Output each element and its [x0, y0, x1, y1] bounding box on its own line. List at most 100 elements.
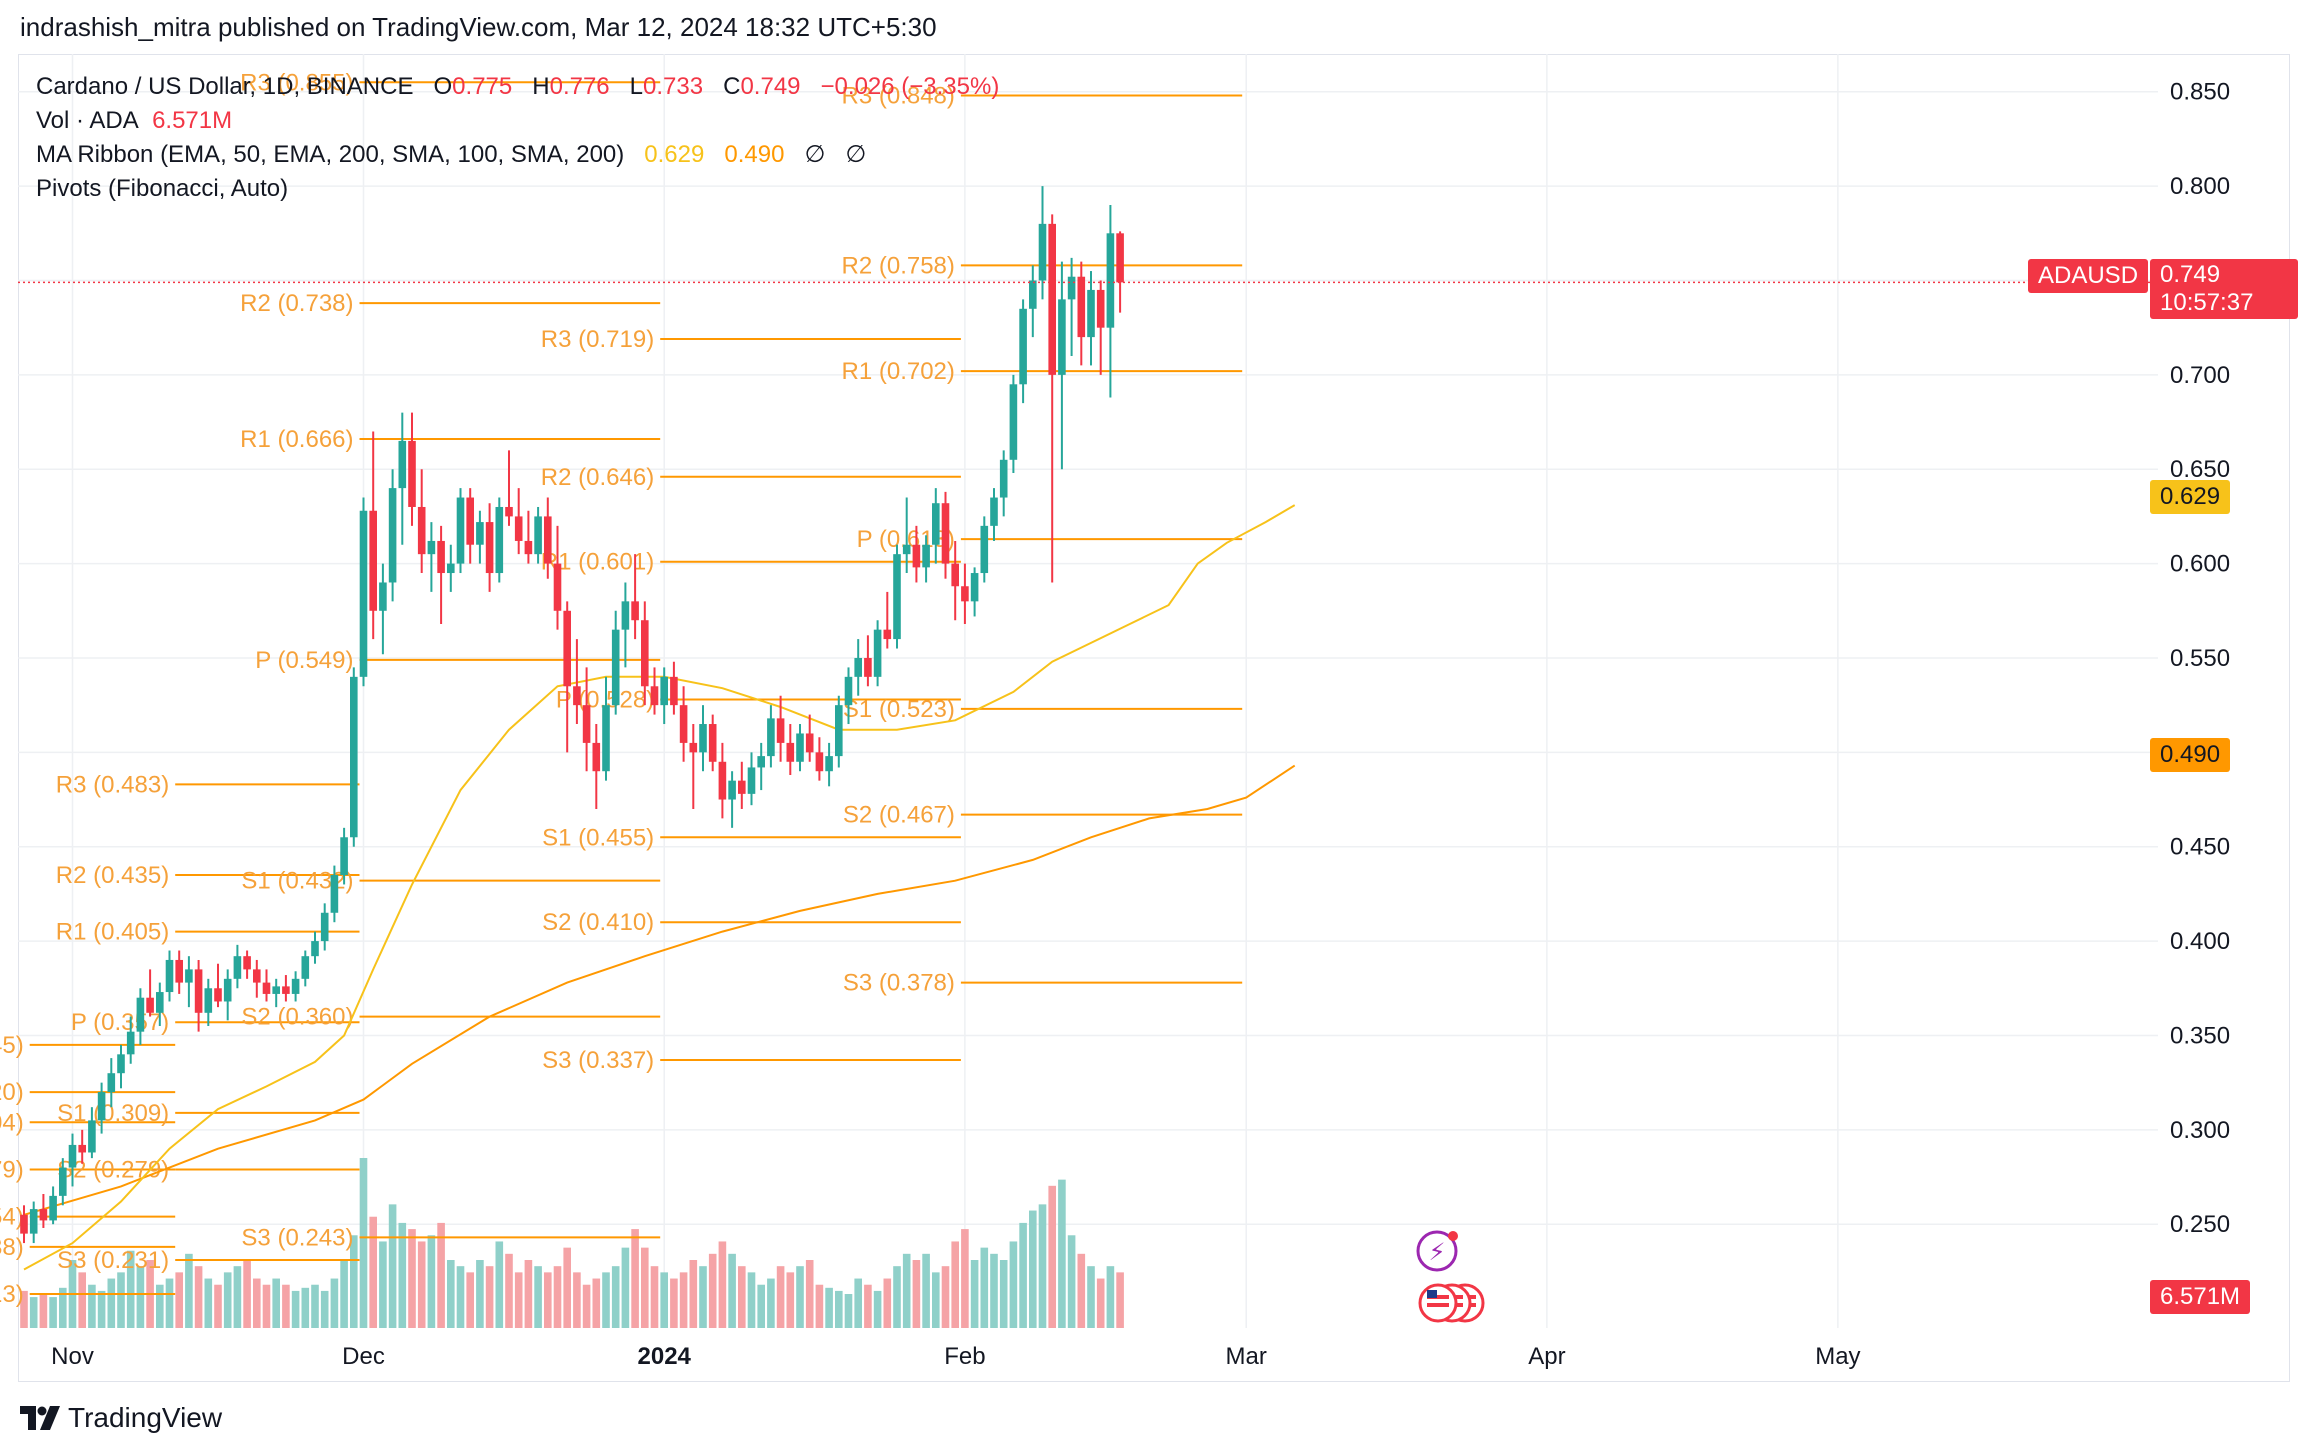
- volume-bar: [204, 1278, 213, 1328]
- candle-body: [165, 959, 174, 993]
- legend-ma-na1: ∅: [804, 141, 826, 168]
- volume-bar: [990, 1253, 998, 1328]
- publish-header: indrashish_mitra published on TradingVie…: [20, 12, 937, 42]
- volume-bar: [456, 1266, 465, 1328]
- candle-body: [456, 497, 465, 564]
- volume-bar: [369, 1216, 377, 1328]
- candle-body: [689, 742, 698, 753]
- volume-bar: [301, 1287, 310, 1328]
- legend-pivots-row: Pivots (Fibonacci, Auto): [36, 172, 999, 206]
- volume-bar: [476, 1260, 484, 1328]
- volume-bar: [379, 1241, 387, 1328]
- volume-bar: [864, 1284, 872, 1328]
- volume-bar: [641, 1247, 649, 1328]
- candle-body: [194, 969, 203, 1013]
- candle-body: [582, 705, 591, 743]
- volume-bar: [1058, 1179, 1066, 1328]
- tradingview-logo[interactable]: TradingView: [20, 1402, 222, 1434]
- volume-bar: [107, 1278, 116, 1328]
- candle-body: [369, 510, 377, 611]
- x-tick-label: Feb: [944, 1343, 985, 1370]
- legend-o-label: O: [433, 73, 453, 100]
- candle-body: [544, 516, 552, 564]
- pivot-label: R2 (0.435): [56, 862, 169, 889]
- candle-body: [631, 601, 639, 621]
- lightning-icon: [1416, 1230, 1458, 1272]
- lightning-glyph: ⚡: [1429, 1238, 1446, 1266]
- pivot-label: S1 (0.254): [0, 1204, 24, 1231]
- candle-body: [39, 1209, 48, 1221]
- candle-body: [233, 956, 242, 979]
- candle-body: [670, 676, 678, 706]
- volume-bar: [922, 1253, 930, 1328]
- pivot-label: R3 (0.848): [842, 83, 955, 110]
- candle-body: [243, 956, 251, 970]
- candle-body: [388, 488, 397, 583]
- volume-bar: [524, 1260, 533, 1328]
- tradingview-brand: TradingView: [68, 1402, 223, 1433]
- candle-body: [117, 1054, 125, 1074]
- candle-body: [107, 1073, 116, 1093]
- volume-bar: [621, 1247, 630, 1328]
- legend-ma-row: MA Ribbon (EMA, 50, EMA, 200, SMA, 100, …: [36, 138, 999, 172]
- candle-body: [815, 752, 824, 772]
- candle-body: [961, 586, 969, 602]
- candle-body: [311, 941, 319, 957]
- candle-body: [747, 767, 756, 794]
- ema200-tag: 0.490: [2150, 738, 2231, 772]
- volume-bar: [1096, 1278, 1105, 1328]
- volume-bar: [1116, 1272, 1124, 1328]
- notification-dot: [1448, 1231, 1458, 1241]
- legend-symbol: Cardano / US Dollar, 1D, BINANCE: [36, 73, 414, 100]
- y-tick-label: 0.700: [2170, 362, 2230, 389]
- volume-bar: [156, 1284, 164, 1328]
- volume-bar: [39, 1294, 48, 1328]
- volume-bar: [708, 1253, 717, 1328]
- volume-bars: [20, 1158, 1124, 1328]
- candle-body: [776, 718, 785, 743]
- pivot-label: S2 (0.360): [241, 1004, 353, 1031]
- y-tick-label: 0.400: [2170, 928, 2230, 955]
- legend-high: 0.776: [549, 73, 610, 100]
- candle-body: [1029, 280, 1037, 309]
- candle-body: [728, 780, 736, 800]
- volume-bar: [544, 1272, 552, 1328]
- volume-bar: [330, 1278, 339, 1328]
- us-flag-stripe: [1427, 1295, 1449, 1299]
- pivot-label: S1 (0.309): [57, 1100, 169, 1127]
- candle-body: [408, 440, 416, 507]
- last-price-value: 0.749: [2160, 261, 2221, 288]
- volume-bar: [214, 1284, 222, 1328]
- chart-legend[interactable]: Cardano / US Dollar, 1D, BINANCE O0.775 …: [36, 70, 999, 206]
- legend-volume-row: Vol · ADA 6.571M: [36, 104, 999, 138]
- legend-low: 0.733: [643, 73, 704, 100]
- candle-body: [427, 540, 436, 555]
- volume-bar: [893, 1266, 901, 1328]
- volume-bar: [582, 1284, 591, 1328]
- volume-bar: [262, 1284, 271, 1328]
- legend-open: 0.775: [452, 73, 513, 100]
- pivot-label: R1 (0.304): [0, 1109, 24, 1136]
- candle-body: [621, 601, 630, 630]
- candle-body: [1019, 308, 1027, 385]
- volume-bar: [495, 1241, 504, 1328]
- candle-body: [883, 629, 892, 640]
- pivot-label: R2 (0.320): [0, 1079, 24, 1106]
- legend-ma-label: MA Ribbon (EMA, 50, EMA, 200, SMA, 100, …: [36, 141, 625, 168]
- pivot-label: R2 (0.646): [541, 464, 654, 491]
- volume-bar: [573, 1272, 581, 1328]
- volume-bar: [932, 1272, 940, 1328]
- x-tick-label: Mar: [1226, 1343, 1267, 1370]
- candle-body: [97, 1092, 106, 1121]
- legend-vol-label: Vol · ADA: [36, 107, 139, 134]
- volume-bar: [883, 1278, 892, 1328]
- candle-body: [980, 525, 989, 574]
- y-tick-label: 0.250: [2170, 1211, 2230, 1238]
- candle-body: [970, 573, 979, 602]
- candle-body: [611, 629, 620, 706]
- candle-body: [873, 629, 882, 677]
- candle-body: [146, 997, 154, 1013]
- candle-body: [912, 544, 921, 568]
- volume-bar: [514, 1272, 523, 1328]
